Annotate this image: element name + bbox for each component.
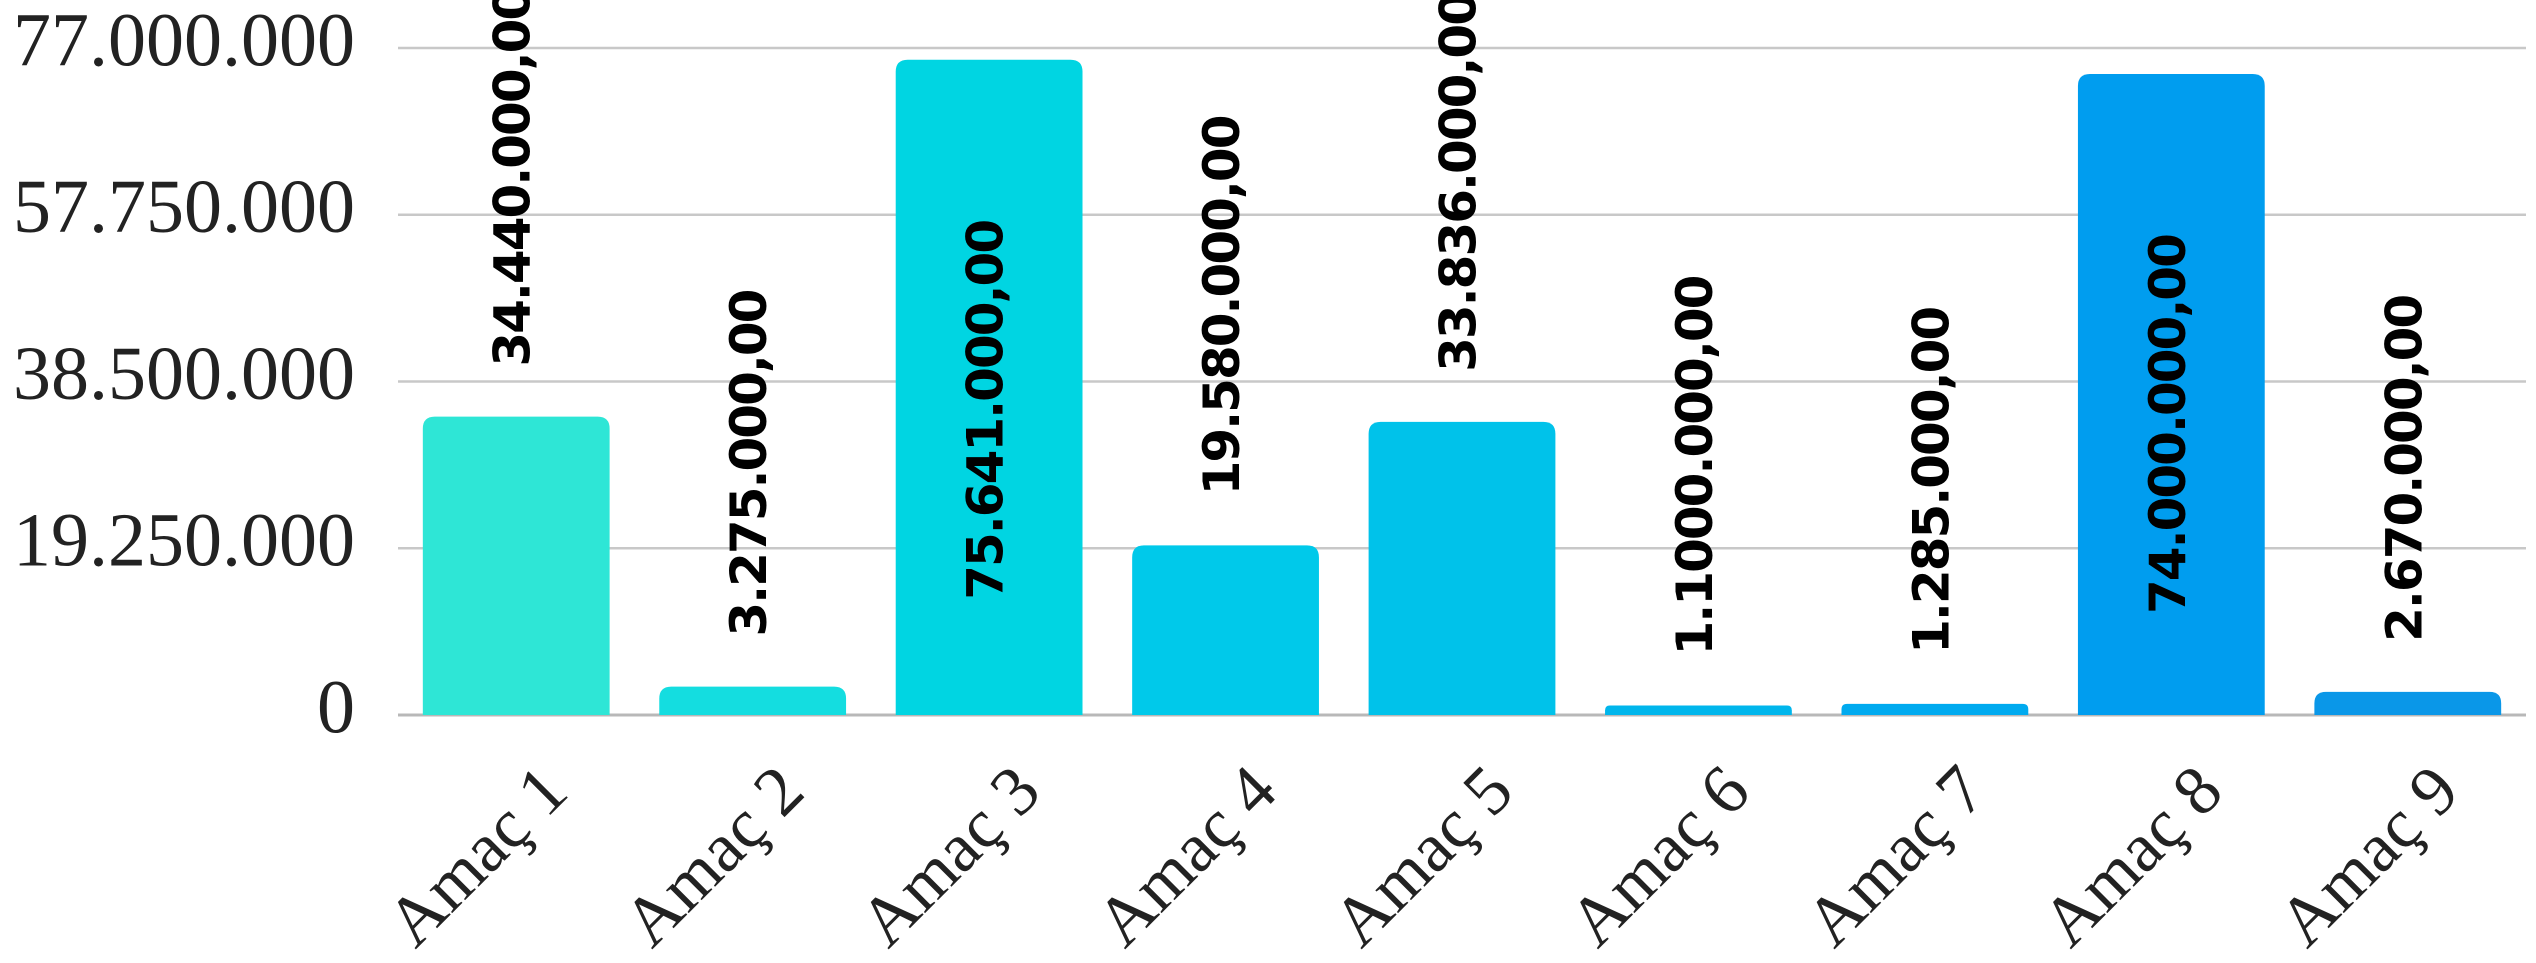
x-tick-label: Amaç 6 bbox=[1555, 751, 1765, 961]
x-tick-label: Amaç 4 bbox=[1082, 751, 1292, 961]
value-label: 19.580.000,00 bbox=[1193, 116, 1251, 495]
bar bbox=[895, 59, 1083, 716]
bar bbox=[1368, 421, 1556, 715]
bar bbox=[422, 416, 610, 715]
x-tick-label: Amaç 3 bbox=[845, 751, 1055, 961]
x-tick-label: Amaç 8 bbox=[2027, 751, 2237, 961]
x-tick-label: Amaç 1 bbox=[372, 751, 582, 961]
y-tick-label: 38.500.000 bbox=[13, 332, 355, 416]
x-tick-label: Amaç 2 bbox=[609, 751, 819, 961]
bar bbox=[659, 686, 847, 715]
value-label: 33.836.000,00 bbox=[1430, 0, 1488, 372]
value-label: 74.000.000,00 bbox=[2139, 235, 2197, 614]
value-label: 3.275.000,00 bbox=[720, 290, 778, 636]
bar bbox=[1132, 545, 1319, 715]
value-label: 34.440.000,00 bbox=[484, 0, 542, 367]
x-tick-label: Amaç 5 bbox=[1318, 751, 1528, 961]
y-tick-label: 0 bbox=[317, 665, 355, 749]
bar bbox=[2314, 691, 2502, 715]
value-label: 1.285.000,00 bbox=[1902, 308, 1960, 654]
y-tick-label: 57.750.000 bbox=[13, 165, 355, 249]
bar bbox=[2077, 73, 2265, 716]
bar bbox=[1841, 703, 2029, 715]
x-tick-label: Amaç 9 bbox=[2264, 751, 2474, 961]
bar bbox=[1605, 705, 1792, 715]
value-label: 75.641.000,00 bbox=[957, 221, 1015, 600]
x-tick-label: Amaç 7 bbox=[1791, 751, 2001, 961]
value-label: 2.670.000,00 bbox=[2375, 296, 2433, 642]
y-tick-label: 77.000.000 bbox=[13, 0, 355, 82]
y-tick-label: 19.250.000 bbox=[13, 499, 355, 583]
value-label: 1.1000.000,00 bbox=[1666, 276, 1724, 655]
